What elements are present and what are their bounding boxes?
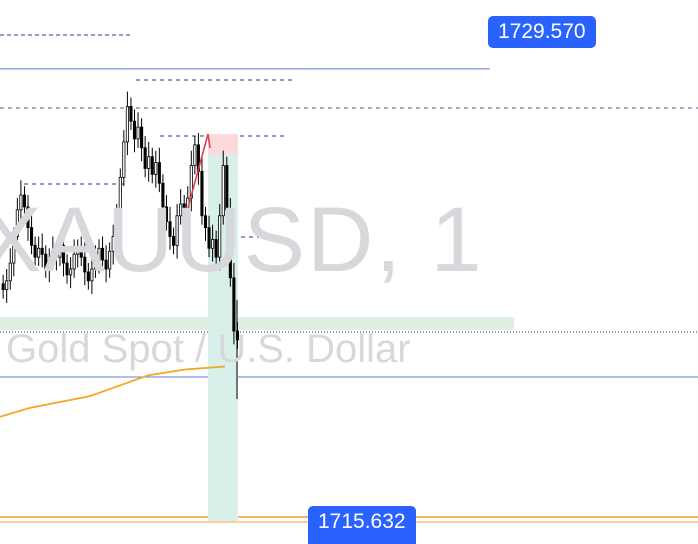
candle-body [221,165,225,217]
candle-body [29,227,34,246]
candle-body [26,206,30,228]
highlight-band [0,317,514,330]
candle-body [203,215,208,228]
candle-body [228,209,232,279]
candle-body [47,259,51,270]
candle-body [15,209,19,237]
candle-body [147,156,151,169]
candle-body [83,256,87,273]
candle-body [182,203,186,217]
candle-body [175,215,179,246]
candle-body [58,244,62,258]
candle-body [193,144,197,166]
candle-body [168,221,172,237]
candle-body [5,280,9,291]
candle-body [72,253,76,270]
candle-body [65,262,69,276]
overlays [0,133,226,418]
moving-average-line [0,365,226,418]
candle-body [132,120,137,140]
candle-body [93,259,98,270]
candle-body [51,250,55,261]
candle-body [136,126,140,140]
candle-body [90,268,94,282]
candle-body [150,156,154,175]
candle-body [108,250,112,270]
candle-body [44,253,48,270]
candle-body [122,141,126,178]
stop-zone [208,134,238,155]
pattern-line [185,133,211,216]
candle-body [111,236,115,252]
candle-body [118,176,122,220]
candle-body [54,250,58,258]
candle-body [76,247,80,255]
candle-body [125,106,129,143]
candle-body [115,218,119,237]
candle-body [164,206,169,223]
candle-body [207,227,211,249]
candle-body [232,277,236,332]
candle-body [211,239,215,249]
candle-body [101,247,105,261]
candle-body [19,194,23,211]
candle-body [225,165,229,211]
candle-body [179,203,183,217]
candle-body [171,236,176,246]
candle-body [86,271,90,282]
candle-body [104,259,108,270]
lower-price-label[interactable]: 1715.632 [308,506,416,544]
candle-body [218,215,222,258]
candle-body [69,268,73,276]
description-watermark: Gold Spot / U.S. Dollar [6,327,411,371]
upper-price-label[interactable]: 1729.570 [488,16,596,48]
candle-body [33,244,37,258]
candle-body [12,236,16,264]
candles [1,91,240,399]
candle-body [161,182,165,208]
candle-body [79,247,83,258]
candle-body [214,239,218,258]
candle-body [97,247,101,261]
candle-body [8,262,12,282]
candle-body [22,194,26,208]
candle-body [37,247,41,258]
candle-body [154,162,158,175]
candle-body [1,283,5,291]
symbol-watermark: XAUUSD, 1 [0,189,484,291]
candle-body [200,171,204,217]
candle-body [129,106,133,122]
candle-body [143,147,147,169]
candle-body [157,162,161,184]
candle-body [140,126,144,149]
candle-body [61,244,66,264]
candle-body [40,247,44,255]
